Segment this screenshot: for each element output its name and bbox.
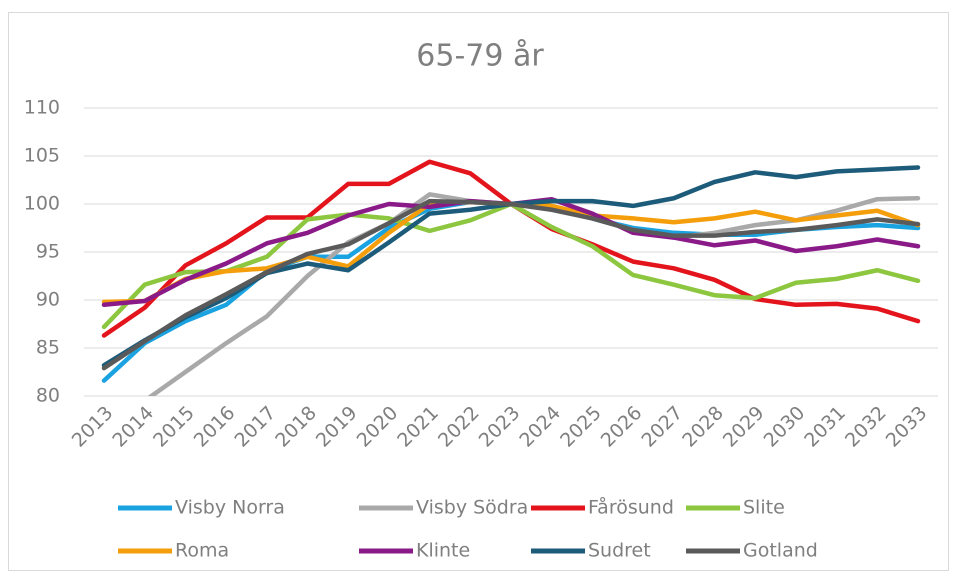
y-tick-label: 80 bbox=[36, 385, 60, 407]
legend-label: Klinte bbox=[416, 540, 470, 562]
y-tick-label: 90 bbox=[36, 289, 60, 311]
series-line bbox=[101, 198, 921, 371]
y-tick-label: 85 bbox=[36, 337, 60, 359]
legend-label: Visby Norra bbox=[175, 497, 285, 519]
legend-label: Sudret bbox=[588, 540, 651, 562]
y-tick-label: 100 bbox=[24, 193, 60, 215]
y-tick-label: 105 bbox=[24, 145, 60, 167]
legend-label: Visby Södra bbox=[416, 497, 528, 519]
chart-title: 65-79 år bbox=[416, 39, 544, 74]
legend-label: Roma bbox=[175, 540, 229, 562]
y-tick-label: 95 bbox=[36, 241, 60, 263]
legend-label: Slite bbox=[743, 497, 785, 519]
y-tick-label: 110 bbox=[24, 97, 60, 119]
chart-border bbox=[8, 12, 949, 571]
legend-label: Fårösund bbox=[588, 496, 674, 519]
plot-area bbox=[101, 159, 921, 396]
legend-label: Gotland bbox=[743, 540, 818, 562]
